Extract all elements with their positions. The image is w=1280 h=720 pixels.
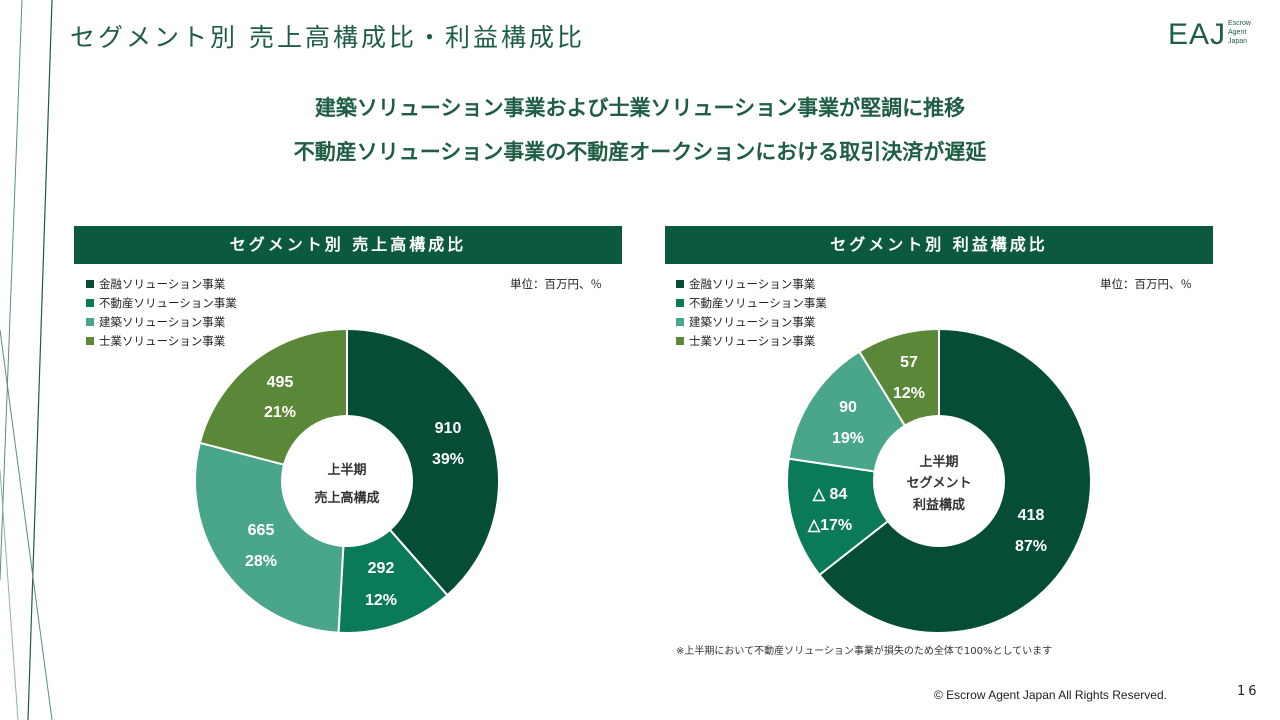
chart-center-label: セグメント [906,475,971,491]
sales-pie-chart: 上半期 売上高構成 910 39% 292 12% 665 28% 495 21… [194,327,500,634]
pie-slice [346,327,500,597]
legend-swatch [86,280,94,288]
slice-percent-label: 12% [893,385,925,402]
legend-swatch [676,280,684,288]
legend-item: 金融ソリューション事業 [86,275,237,294]
legend-swatch [676,337,684,345]
legend-item: 不動産ソリューション事業 [676,294,827,313]
company-logo: EAJ Escrow Agent Japan [1168,18,1251,51]
slice-percent-label: 19% [832,430,864,447]
chart-center-label: 上半期 [327,462,366,478]
sales-panel-header: セグメント別 売上高構成比 [74,226,622,264]
slice-value-label: △ 84 [812,486,848,503]
legend-swatch [676,318,684,326]
legend-item: 士業ソリューション事業 [676,332,827,351]
legend-swatch [86,318,94,326]
slice-percent-label: △17% [807,517,852,534]
decorative-lines [0,0,53,720]
headline-line-1: 建築ソリューション事業および士業ソリューション事業が堅調に推移 [314,96,966,120]
slice-value-label: 665 [248,522,275,539]
profit-panel-header: セグメント別 利益構成比 [665,226,1213,264]
chart-center-label: 売上高構成 [314,490,379,506]
legend-item: 金融ソリューション事業 [676,275,827,294]
chart-center-hole [873,415,1005,547]
slice-percent-label: 21% [264,404,296,421]
slice-percent-label: 87% [1015,538,1047,555]
slice-percent-label: 39% [432,451,464,468]
legend-item: 不動産ソリューション事業 [86,294,237,313]
slice-value-label: 418 [1018,507,1045,524]
page-number: 16 [1237,684,1260,699]
legend-item: 建築ソリューション事業 [676,313,827,332]
profit-footnote: ※上半期において不動産ソリューション事業が損失のため全体で100%としています [676,646,1053,657]
sales-unit-label: 単位：百万円、％ [510,277,602,291]
legend-swatch [676,299,684,307]
legend-item: 建築ソリューション事業 [86,313,237,332]
legend-swatch [86,299,94,307]
slice-percent-label: 12% [365,592,397,609]
slice-value-label: 57 [900,354,918,371]
slice-value-label: 495 [267,374,294,391]
slice-value-label: 90 [839,399,857,416]
slice-percent-label: 28% [245,553,277,570]
profit-pie-chart: 上半期 セグメント 利益構成 418 87% △ 84 △17% 90 19% … [786,327,1092,634]
slice-value-label: 910 [435,420,462,437]
legend-item: 士業ソリューション事業 [86,332,237,351]
profit-legend: 金融ソリューション事業 不動産ソリューション事業 建築ソリューション事業 士業ソ… [676,275,827,351]
slide-title: セグメント別 売上高構成比・利益構成比 [70,23,585,52]
sales-legend: 金融ソリューション事業 不動産ソリューション事業 建築ソリューション事業 士業ソ… [86,275,237,351]
chart-center-label: 上半期 [919,454,958,470]
slice-value-label: 292 [368,560,395,577]
copyright-text: © Escrow Agent Japan All Rights Reserved… [934,688,1167,702]
headline-line-2: 不動産ソリューション事業の不動産オークションにおける取引決済が遅延 [293,140,987,164]
profit-unit-label: 単位：百万円、％ [1100,277,1192,291]
legend-swatch [86,337,94,345]
chart-center-label: 利益構成 [913,497,965,513]
chart-center-hole [281,415,413,547]
